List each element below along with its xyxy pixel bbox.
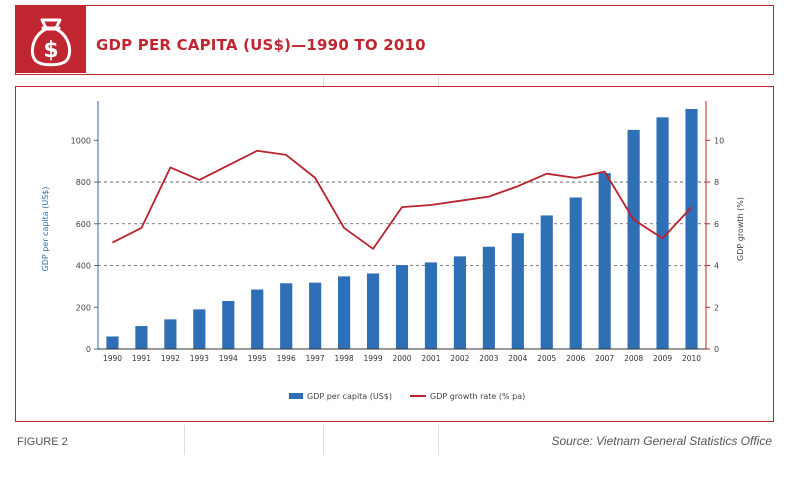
x-tick-label: 1995	[248, 354, 267, 363]
bar-gdp-per-capita	[424, 262, 438, 349]
x-tick-label: 2002	[450, 354, 469, 363]
left-tick-label: 0	[86, 345, 91, 354]
x-tick-label: 2008	[624, 354, 643, 363]
footer-divider	[438, 425, 439, 455]
right-tick-label: 6	[714, 220, 719, 229]
x-tick-label: 1992	[161, 354, 180, 363]
left-tick-label: 800	[76, 178, 91, 187]
svg-text:$: $	[43, 38, 58, 63]
bar-gdp-per-capita	[338, 276, 351, 349]
header-divider	[323, 76, 324, 86]
right-tick-label: 8	[714, 178, 719, 187]
x-tick-label: 1991	[132, 354, 151, 363]
bar-gdp-per-capita	[106, 336, 119, 349]
bar-gdp-per-capita	[280, 283, 293, 349]
x-tick-label: 2009	[653, 354, 672, 363]
right-tick-label: 2	[714, 303, 719, 312]
y-axis-label-right: GDP growth (%)	[736, 197, 745, 261]
right-tick-label: 10	[714, 136, 724, 145]
page-title: GDP PER CAPITA (US$)—1990 TO 2010	[96, 36, 426, 54]
bar-gdp-per-capita	[366, 273, 380, 349]
x-tick-label: 2007	[595, 354, 614, 363]
right-tick-label: 4	[714, 262, 719, 271]
header-divider	[438, 76, 439, 86]
bar-gdp-per-capita	[598, 173, 611, 349]
right-tick-label: 0	[714, 345, 719, 354]
x-tick-label: 1999	[364, 354, 383, 363]
chart-header: $ GDP PER CAPITA (US$)—1990 TO 2010	[15, 5, 774, 75]
bar-gdp-per-capita	[656, 117, 669, 349]
bar-gdp-per-capita	[685, 109, 698, 349]
x-tick-label: 1996	[277, 354, 296, 363]
x-tick-label: 1990	[103, 354, 122, 363]
header-icon-box: $	[16, 6, 86, 73]
left-tick-label: 400	[76, 262, 91, 271]
figure-label: FIGURE 2	[17, 436, 68, 448]
legend-label-bar: GDP per capita (US$)	[307, 392, 392, 401]
footer-divider	[323, 425, 324, 455]
x-tick-label: 2003	[479, 354, 498, 363]
bar-gdp-per-capita	[540, 215, 553, 349]
bar-gdp-per-capita	[222, 301, 235, 349]
x-tick-label: 2006	[566, 354, 585, 363]
bar-gdp-per-capita	[395, 265, 409, 349]
x-tick-label: 1994	[219, 354, 238, 363]
x-tick-label: 1998	[335, 354, 354, 363]
x-tick-label: 1993	[190, 354, 209, 363]
bar-gdp-per-capita	[251, 289, 264, 349]
bar-gdp-per-capita	[135, 326, 148, 349]
bar-gdp-per-capita	[164, 319, 177, 349]
footer-divider	[184, 425, 185, 455]
legend-label-line: GDP growth rate (% pa)	[430, 392, 525, 401]
bar-gdp-per-capita	[482, 246, 495, 349]
bar-gdp-per-capita	[627, 129, 640, 349]
x-tick-label: 2004	[508, 354, 527, 363]
bar-gdp-per-capita	[569, 197, 582, 349]
bar-gdp-per-capita	[453, 256, 466, 349]
bar-gdp-per-capita	[511, 233, 524, 349]
bar-gdp-per-capita	[193, 309, 206, 349]
line-gdp-growth	[112, 149, 693, 250]
chart-panel: 0 200 400 600 800 1000 0 2 4 6 8 10 1990 1991 1992 1993…	[15, 86, 774, 422]
source-note: Source: Vietnam General Statistics Offic…	[551, 434, 772, 448]
x-tick-label: 2005	[537, 354, 556, 363]
x-tick-label: 2001	[421, 354, 440, 363]
x-tick-label: 2000	[392, 354, 411, 363]
left-tick-label: 1000	[71, 136, 91, 145]
left-tick-label: 200	[76, 303, 91, 312]
legend-swatch-bar	[289, 393, 303, 399]
y-axis-label-left: GDP per capita (US$)	[41, 186, 50, 271]
money-bag-icon: $	[30, 18, 72, 67]
left-tick-label: 600	[76, 220, 91, 229]
x-tick-label: 2010	[682, 354, 701, 363]
chart-svg: 0 200 400 600 800 1000 0 2 4 6 8 10 1990 1991 1992 1993…	[41, 101, 745, 401]
x-tick-label: 1997	[306, 354, 325, 363]
bar-gdp-per-capita	[309, 282, 322, 349]
